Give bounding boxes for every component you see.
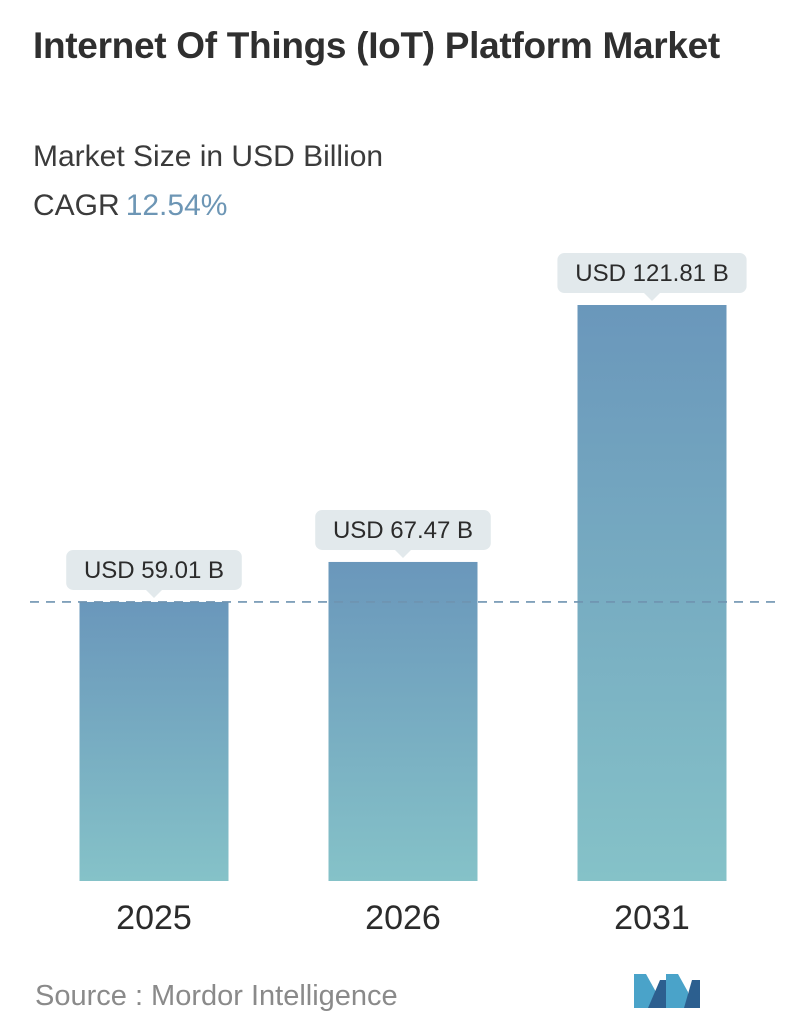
data-labels-layer: USD 59.01 B USD 67.47 B USD 121.81 B bbox=[66, 253, 747, 598]
x-tick-2031: 2031 bbox=[614, 899, 690, 937]
data-label-text: USD 67.47 B bbox=[333, 517, 473, 544]
bar-2026 bbox=[328, 561, 478, 881]
mordor-intelligence-logo-icon bbox=[634, 974, 700, 1008]
cagr-value: 12.54% bbox=[125, 189, 228, 222]
data-label-text: USD 59.01 B bbox=[84, 557, 224, 584]
data-label-text: USD 121.81 B bbox=[575, 260, 728, 287]
data-label-2031: USD 121.81 B bbox=[557, 253, 747, 301]
data-label-2026: USD 67.47 B bbox=[315, 509, 491, 558]
bar-2031 bbox=[577, 305, 727, 881]
data-label-2025: USD 59.01 B bbox=[66, 549, 242, 598]
data-label-box bbox=[315, 509, 491, 550]
x-tick-2026: 2026 bbox=[365, 899, 441, 937]
x-tick-2025: 2025 bbox=[116, 899, 192, 937]
bars-layer bbox=[79, 305, 727, 881]
chart-title: Internet Of Things (IoT) Platform Market bbox=[33, 25, 720, 66]
data-label-box bbox=[66, 549, 242, 590]
data-label-pointer bbox=[644, 293, 660, 301]
cagr-line: CAGR 12.54% bbox=[33, 186, 227, 226]
cagr-label: CAGR bbox=[33, 189, 120, 222]
x-axis-ticks: 2025 2026 2031 bbox=[116, 899, 690, 937]
data-label-pointer bbox=[395, 549, 411, 558]
data-label-pointer bbox=[146, 589, 162, 598]
bar-2025 bbox=[79, 601, 229, 881]
source-text: Source : Mordor Intelligence bbox=[35, 980, 398, 1012]
chart-subtitle: Market Size in USD Billion bbox=[33, 140, 384, 173]
data-label-box bbox=[557, 253, 747, 293]
